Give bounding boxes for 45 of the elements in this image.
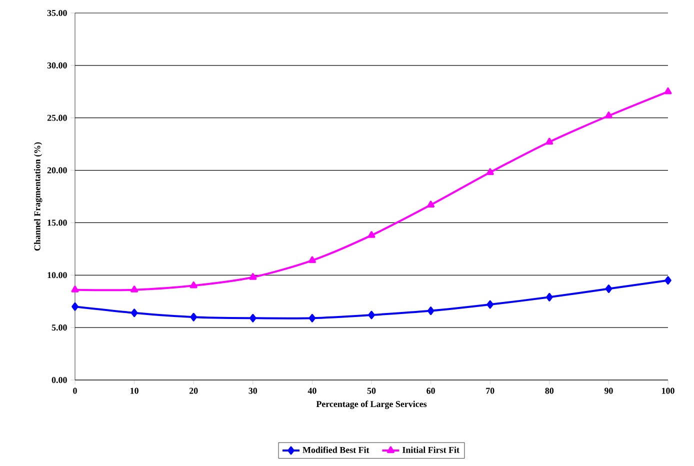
point [71, 286, 79, 292]
point [368, 231, 376, 238]
y-tick-label: 20.00 [47, 167, 67, 174]
y-tick-label: 25.00 [47, 114, 67, 121]
y-tick-label: 35.00 [47, 10, 67, 16]
point [486, 300, 494, 309]
x-tick-label: 70 [486, 388, 494, 394]
legend-label: Initial First Fit [402, 446, 460, 453]
point [546, 138, 554, 145]
point [486, 168, 494, 175]
point [250, 314, 256, 322]
y-tick-label: 0.00 [52, 376, 67, 384]
x-tick-label: 20 [189, 388, 198, 394]
x-tick-label: 90 [604, 388, 613, 394]
point [664, 87, 672, 94]
y-tick-label: 15.00 [48, 220, 67, 226]
y-tick-label: 30.00 [47, 62, 67, 68]
x-tick-label: 100 [662, 388, 674, 394]
y-axis-title: Channel Fragmentation (%) [34, 142, 42, 251]
point [605, 284, 612, 293]
point [308, 256, 316, 264]
x-tick-label: 10 [130, 388, 138, 394]
x-tick-label: 50 [367, 388, 376, 394]
point [130, 308, 138, 318]
legend-label: Modified Best Fit [302, 446, 370, 453]
x-tick-label: 40 [308, 388, 316, 394]
point [72, 302, 78, 311]
point [190, 312, 197, 322]
point [427, 200, 435, 208]
point [130, 286, 138, 292]
point [368, 310, 375, 320]
x-tick-label: 60 [426, 388, 435, 394]
point [427, 306, 434, 315]
point [190, 281, 198, 288]
x-axis-title: Percentage of Large Services [316, 400, 427, 409]
x-tick-label: 30 [248, 388, 258, 394]
x-tick-label: 0 [73, 388, 77, 394]
point [604, 112, 612, 118]
point [546, 292, 553, 302]
point [308, 314, 316, 322]
y-tick-label: 10.00 [48, 272, 67, 278]
x-tick-label: 80 [545, 388, 554, 394]
y-tick-label: 5.00 [52, 324, 67, 331]
point [664, 276, 672, 285]
point [249, 273, 257, 280]
